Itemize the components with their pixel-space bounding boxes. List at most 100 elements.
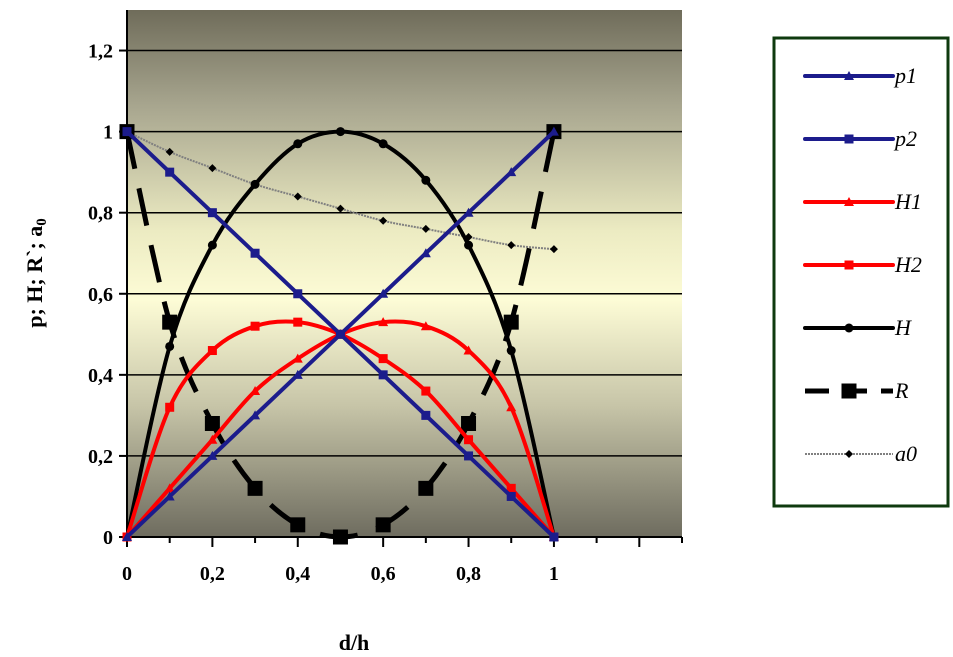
legend-item-a0: a0 [805,441,917,466]
legend-item-p2: p2 [803,126,917,151]
data-point [250,321,260,331]
data-point [421,224,430,233]
data-point [162,314,178,330]
data-point [165,402,175,412]
data-point [122,127,132,137]
legend-swatch-marker [844,71,854,80]
data-point [164,483,175,493]
data-point [335,127,345,137]
x-tick-label: 0,4 [285,563,310,585]
data-point [464,435,474,445]
legend-item-p1: p1 [803,63,917,88]
data-point [378,317,389,327]
data-point [378,288,389,298]
data-point [549,532,559,542]
series-line-a0 [126,130,555,251]
x-tick-label: 0,2 [200,563,225,585]
data-point [506,402,517,412]
y-tick-label: 0,4 [88,365,113,387]
data-point [207,240,217,250]
data-point [506,491,516,501]
data-point [335,329,346,339]
data-point [420,248,431,258]
data-point [204,415,220,431]
data-point [506,167,517,177]
data-point [165,341,175,351]
x-tick-label: 1 [549,563,559,585]
data-point [292,353,303,363]
legend-item-h: H [803,315,912,340]
data-point [208,164,217,173]
legend-label: H2 [894,252,922,277]
y-tick-label: 1,2 [88,41,113,63]
data-point [164,491,175,501]
y-tick-label: 0,6 [88,284,113,306]
data-point [375,517,391,533]
data-point [503,314,519,330]
data-point [378,370,388,380]
legend-box [772,36,950,508]
data-point [207,434,218,444]
legend-label: H [894,315,912,340]
data-point [207,346,217,356]
legend-swatch-marker [841,383,857,399]
data-point [290,517,306,533]
x-tick-label: 0 [122,563,132,585]
data-point [250,410,261,420]
legend-item-r: R [805,378,909,403]
series-layer [119,124,562,545]
data-point [293,139,303,149]
legend-label: R [894,378,909,403]
data-point [549,245,558,254]
legend: p1 p2 H1 H2 H Ra0 [803,63,922,466]
data-point [463,345,474,355]
y-axis-title-subscript: 0 [34,218,50,226]
data-point [165,147,174,156]
data-point [293,192,302,201]
y-tick-label: 0,8 [88,203,113,225]
data-point [421,175,431,185]
data-point [506,483,516,493]
data-point [207,208,217,218]
y-tick-label: 1 [103,122,113,144]
data-point [421,410,431,420]
data-point [122,532,132,541]
y-tick-label: 0 [103,527,113,549]
y-axis-title: p; H; R`; a0 [22,218,50,328]
x-tick-label: 0,8 [456,563,481,585]
data-point [506,346,516,356]
series-p1 [122,126,559,541]
tick-labels: 0 0,2 0,4 0,6 0,8 1 1,2 0 0,2 0,4 0,6 0,8 1 [88,41,559,585]
data-point [379,216,388,225]
legend-swatch-marker [844,323,854,333]
legend-swatch-marker [844,260,854,270]
data-point [250,248,260,258]
legend-label: a0 [895,441,917,466]
data-point [464,240,474,250]
data-point [461,415,477,431]
data-point [336,204,345,213]
data-point [463,207,474,217]
legend-swatch-marker [845,450,853,458]
data-point [420,321,431,331]
data-point [293,289,303,299]
x-axis-title: d/h [339,630,370,655]
data-point [250,179,260,189]
data-point [292,369,303,379]
data-point [165,167,175,177]
data-point [378,354,388,364]
y-axis-title-main: p; H; R`; a [22,226,47,328]
data-point [293,317,303,327]
axes [119,10,683,547]
legend-item-h1: H1 [803,189,922,214]
data-point [418,480,434,496]
x-tick-label: 0,6 [371,563,396,585]
data-point [378,139,388,149]
data-point [250,386,261,396]
data-point [207,450,218,460]
legend-label: p2 [893,126,917,151]
data-point [332,529,348,545]
legend-item-h2: H2 [803,252,922,277]
legend-swatch-marker [844,197,854,206]
